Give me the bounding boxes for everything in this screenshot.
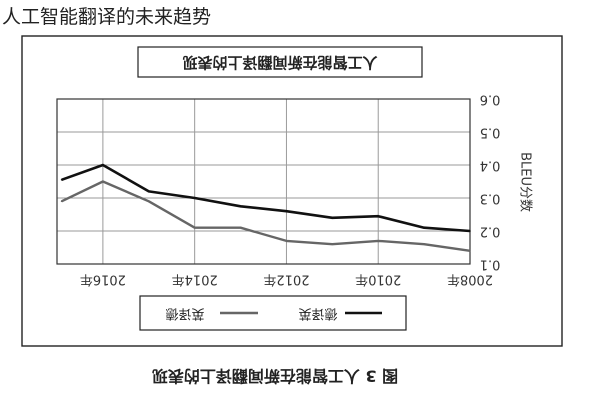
series-1-point [469,230,471,232]
series-0-point [331,243,334,245]
x-tick-labels: 2008年 2010年 2012年 2014年 2016年 [80,272,493,287]
x-tick-label: 2010年 [355,272,401,287]
figure-caption: 图 3 人工智能在新闻翻译上的表现 [152,367,398,386]
series-1-point [148,190,150,193]
series-line-0 [61,180,471,252]
series-1-point [377,215,380,217]
y-tick-label: 0.2 [480,224,501,239]
series-0-point [60,200,63,203]
series-0-point [423,243,425,245]
legend: 英译德 德译英 [165,306,382,321]
y-tick-label: 0.5 [480,125,501,140]
series-1-point [285,210,288,212]
y-tick-labels: 0.1 0.2 0.3 0.4 0.5 0.6 [480,92,501,272]
x-tick-label: 2008年 [447,272,493,287]
title-box [137,46,423,78]
series-0-point [469,250,471,252]
plot-area-frame [56,98,471,265]
series-0-point [377,240,380,242]
y-tick-label: 0.3 [480,191,501,206]
x-tick-label: 2014年 [172,272,218,287]
figure-border [21,35,563,347]
y-tick-label: 0.4 [480,158,501,173]
x-tick-label: 2012年 [263,272,309,287]
series-lines [60,163,471,252]
series-1-point [423,226,425,229]
page-heading: 人工智能翻译的未来趋势 [2,6,212,28]
series-0-point [102,180,104,183]
series-1-point [193,197,196,199]
legend-box [139,295,407,331]
x-tick-label: 2016年 [80,272,126,287]
series-0-point [193,226,196,229]
series-0-point [148,200,150,203]
grid [57,98,471,265]
series-1-point [239,205,242,208]
y-tick-label: 0.6 [480,92,501,107]
chart-title: 人工智能在新闻翻译上的表现 [182,54,377,72]
legend-label-1: 德译英 [298,306,337,321]
series-0-point [239,226,242,229]
series-1-point [102,164,104,166]
series-0-point [285,240,288,242]
legend-label-0: 英译德 [165,306,204,321]
series-1-point [60,179,63,181]
series-1-point [331,217,334,219]
y-tick-label: 0.1 [480,257,501,272]
series-line-1 [61,163,471,233]
y-axis-label: BLEU分数 [518,152,533,212]
